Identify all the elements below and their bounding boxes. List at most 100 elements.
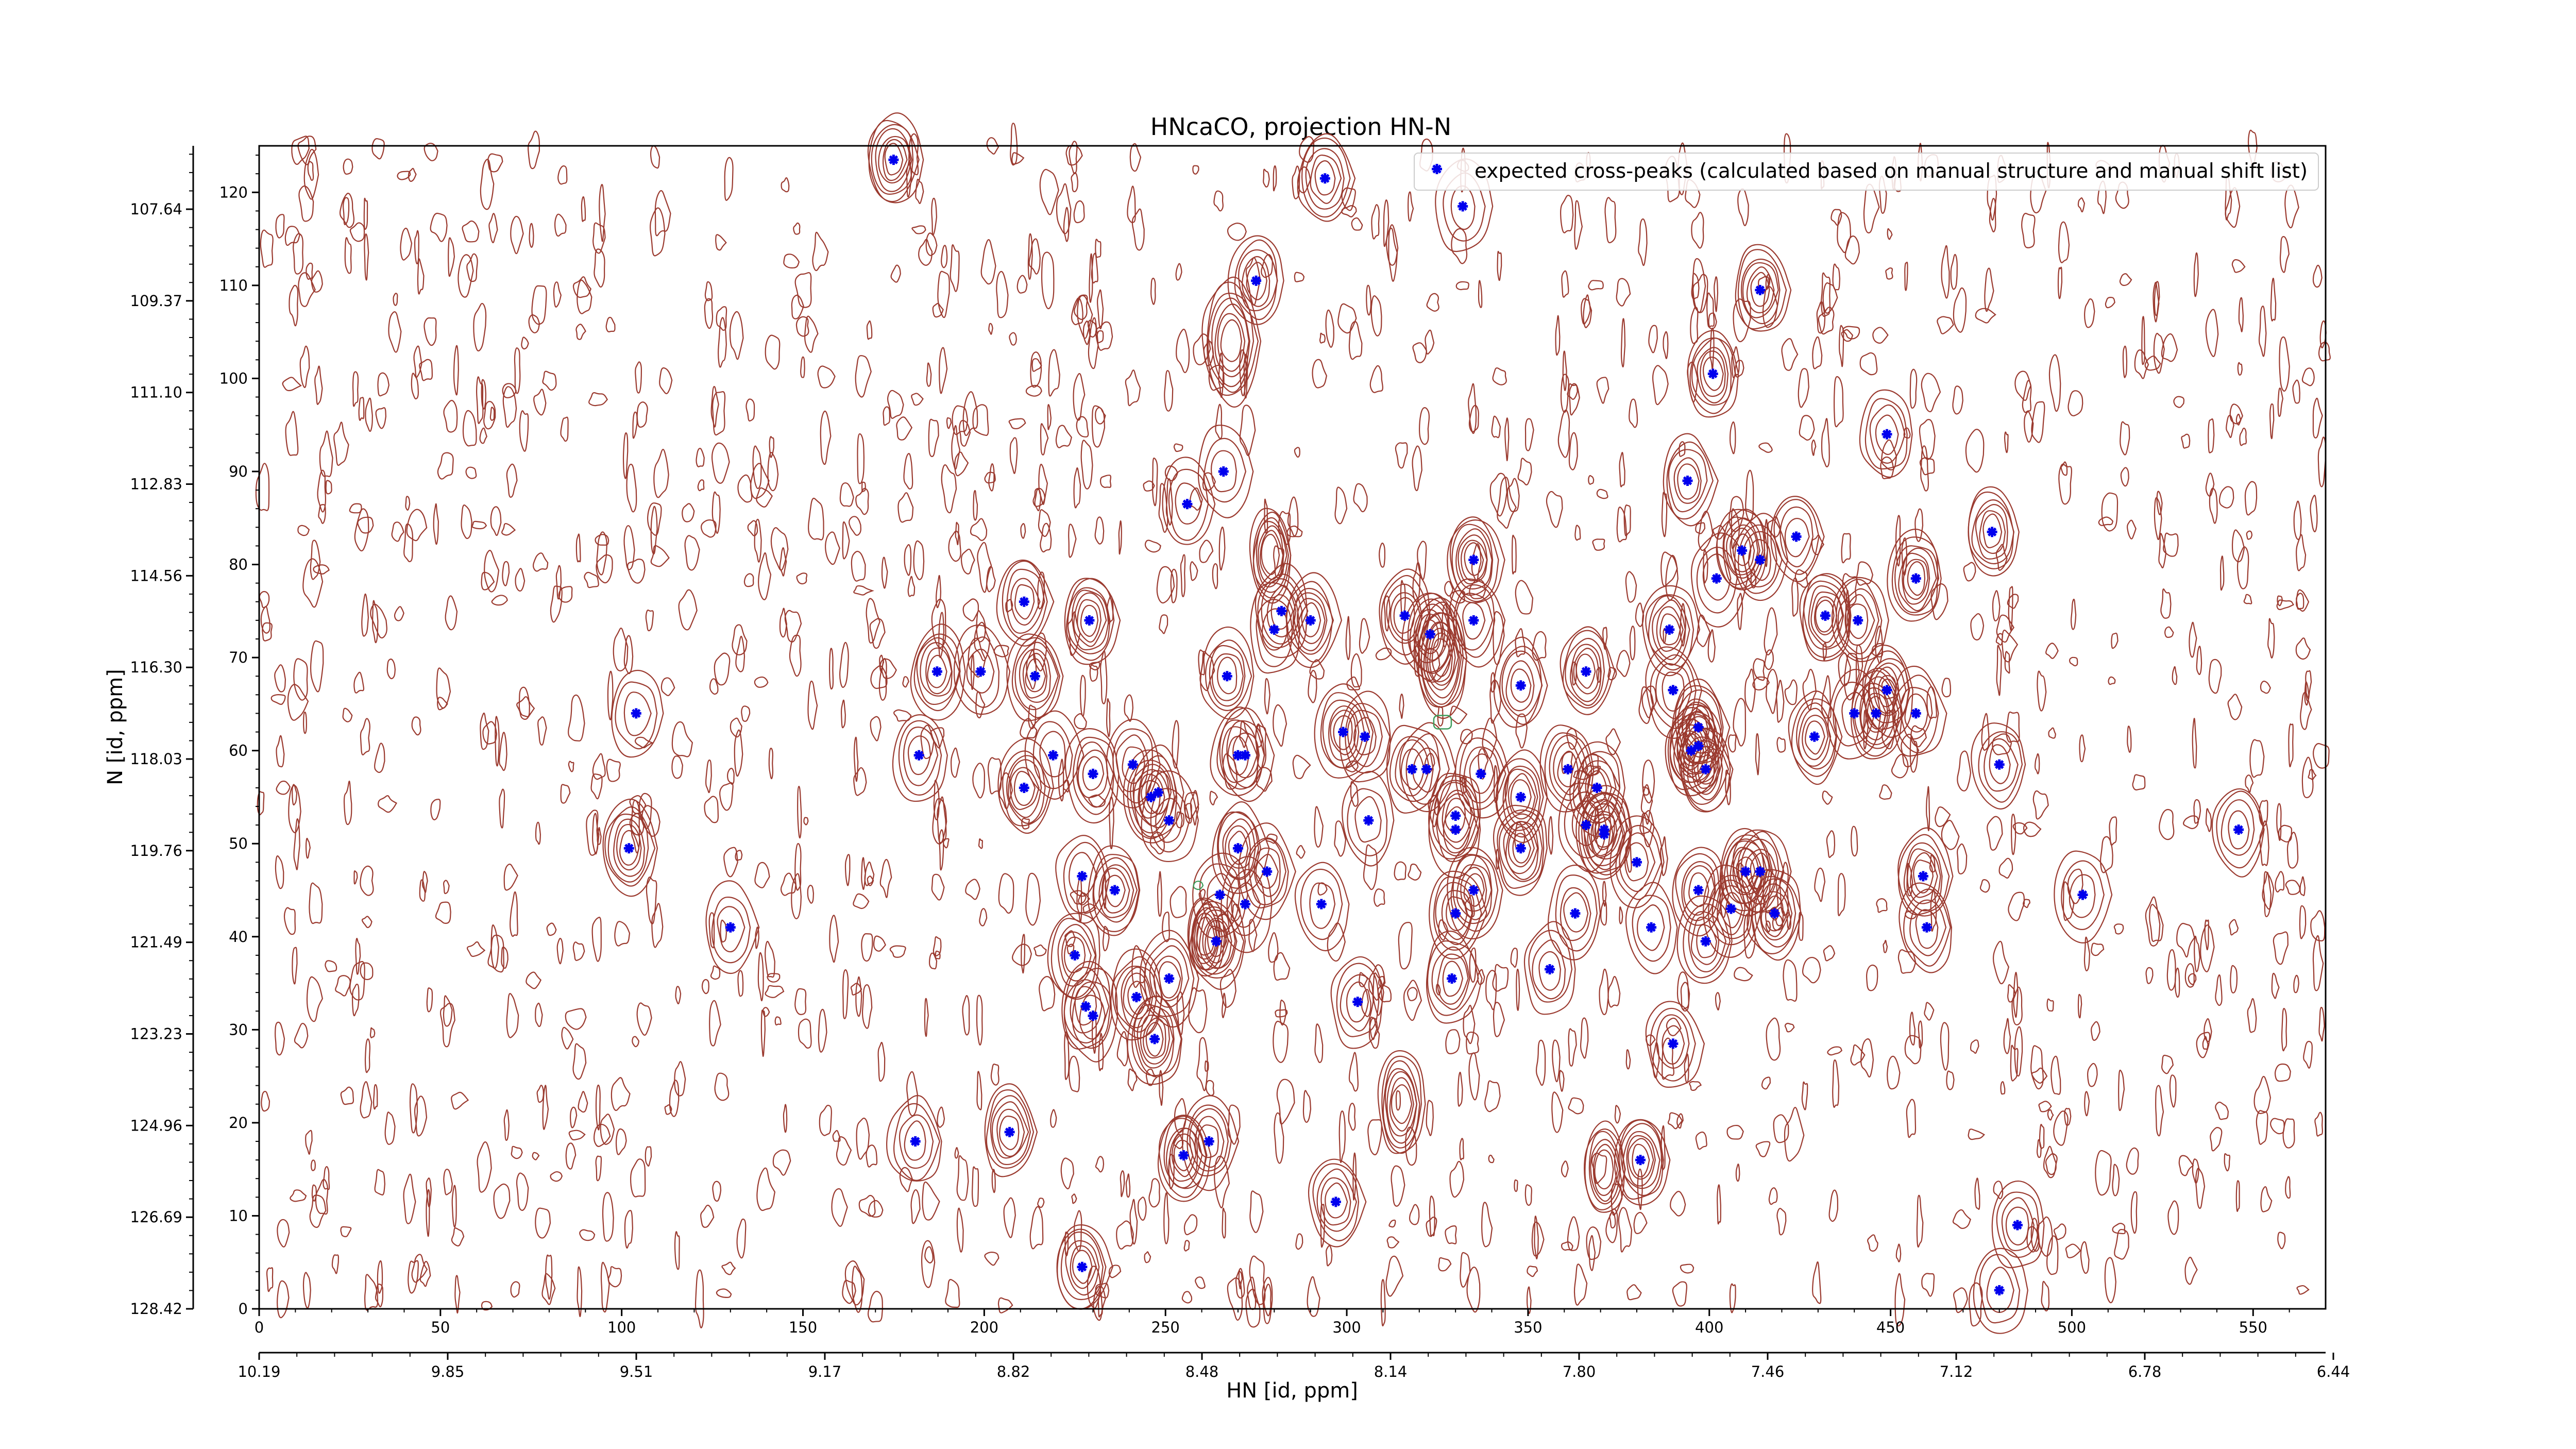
noise-contour: [756, 487, 773, 508]
peak-contour: [1991, 1180, 2045, 1269]
peak-contour: [1115, 734, 1149, 793]
noise-contour: [2053, 1110, 2069, 1146]
peak-contour: [996, 1108, 1025, 1157]
noise-contour: [1996, 645, 2002, 696]
noise-contour: [1906, 863, 1913, 897]
noise-contour: [926, 362, 932, 387]
noise-contour: [1697, 614, 1711, 647]
noise-contour: [2164, 626, 2174, 638]
peak-contour: [1841, 692, 1868, 738]
noise-contour: [1261, 254, 1273, 278]
peak-contour: [1010, 578, 1041, 626]
noise-contour: [1227, 1277, 1243, 1321]
peak-contour: [1748, 539, 1772, 581]
peak-contour: [1339, 690, 1391, 783]
noise-contour: [1020, 718, 1038, 739]
noise-contour: [275, 214, 285, 239]
peak-contour: [1499, 646, 1543, 725]
noise-contour: [1350, 781, 1359, 807]
peak-contour: [1346, 981, 1369, 1023]
noise-contour: [980, 239, 996, 285]
peak-contour: [1652, 599, 1686, 661]
peak-contour: [1013, 770, 1036, 806]
noise-contour: [1038, 463, 1048, 505]
noise-contour: [1116, 1220, 1134, 1250]
peak-contour: [1216, 656, 1238, 695]
cross-peak-point: [631, 708, 641, 719]
noise-contour: [575, 533, 581, 563]
negative-contour: [1433, 715, 1452, 730]
peak-contour: [1011, 637, 1061, 718]
noise-contour: [1068, 1055, 1080, 1092]
peak-contour: [1433, 876, 1482, 951]
noise-contour: [1489, 473, 1507, 517]
peak-contour: [1006, 633, 1064, 721]
plot-background: [259, 146, 2326, 1309]
noise-contour: [647, 502, 662, 536]
noise-contour: [1312, 359, 1328, 389]
peak-contour: [1581, 791, 1631, 875]
noise-contour: [2312, 935, 2324, 991]
noise-contour: [1524, 1184, 1532, 1206]
peak-contour: [927, 654, 947, 688]
peak-contour: [1448, 578, 1506, 668]
noise-contour: [1629, 398, 1638, 428]
noise-contour: [1222, 1207, 1226, 1239]
noise-contour: [369, 1027, 376, 1038]
peak-contour: [1973, 1248, 2028, 1334]
peak-contour: [1734, 513, 1789, 601]
noise-contour: [1726, 1124, 1744, 1140]
noise-contour: [1199, 540, 1214, 563]
noise-contour: [2038, 1101, 2052, 1113]
cross-peak-point: [1088, 768, 1098, 779]
noise-contour: [521, 336, 529, 350]
peak-contour: [1412, 747, 1441, 793]
noise-contour: [1906, 1099, 1917, 1138]
noise-contour: [941, 464, 957, 514]
cross-peak-point: [1563, 764, 1573, 774]
peak-contour: [1455, 528, 1493, 589]
peak-contour: [1418, 612, 1464, 708]
noise-contour: [2174, 967, 2180, 998]
x2-tick-label: 7.46: [1751, 1363, 1785, 1380]
noise-contour: [2296, 534, 2307, 571]
noise-contour: [1772, 914, 1784, 931]
peak-contour: [1258, 525, 1284, 584]
noise-contour: [765, 940, 775, 978]
noise-contour: [1459, 1138, 1464, 1160]
noise-contour: [907, 576, 916, 597]
noise-contour: [2003, 1018, 2011, 1054]
noise-contour: [902, 676, 909, 688]
cross-peak-point: [1849, 708, 1860, 719]
cross-peak-point: [2233, 824, 2244, 835]
noise-contour: [1766, 669, 1778, 714]
noise-contour: [484, 550, 500, 593]
noise-contour: [568, 694, 585, 742]
peak-contour: [1428, 780, 1481, 878]
noise-contour: [595, 1155, 602, 1182]
cross-peak-markers: [623, 155, 2244, 1295]
noise-contour: [1120, 1170, 1125, 1198]
noise-contour: [2279, 336, 2290, 392]
noise-contour: [1159, 614, 1168, 634]
noise-contour: [1963, 562, 1976, 582]
x-tick-label: 500: [2058, 1319, 2086, 1336]
noise-contour: [1492, 964, 1509, 992]
noise-contour: [840, 699, 846, 729]
noise-contour: [451, 1185, 457, 1228]
noise-contour: [1176, 991, 1185, 1035]
noise-contour: [1040, 523, 1052, 553]
cross-peak-point: [1515, 791, 1526, 802]
noise-contour: [1640, 784, 1653, 825]
noise-contour: [1491, 415, 1501, 439]
noise-contour: [719, 782, 734, 811]
cross-peak-point: [1153, 787, 1164, 798]
peak-contour: [1390, 592, 1421, 641]
noise-contour: [870, 716, 882, 742]
noise-contour: [1048, 349, 1060, 397]
peak-contour: [1702, 357, 1724, 391]
peak-contour: [1588, 1131, 1621, 1205]
peak-contour: [867, 112, 924, 204]
noise-contour: [1670, 1191, 1686, 1217]
noise-contour: [260, 229, 274, 268]
